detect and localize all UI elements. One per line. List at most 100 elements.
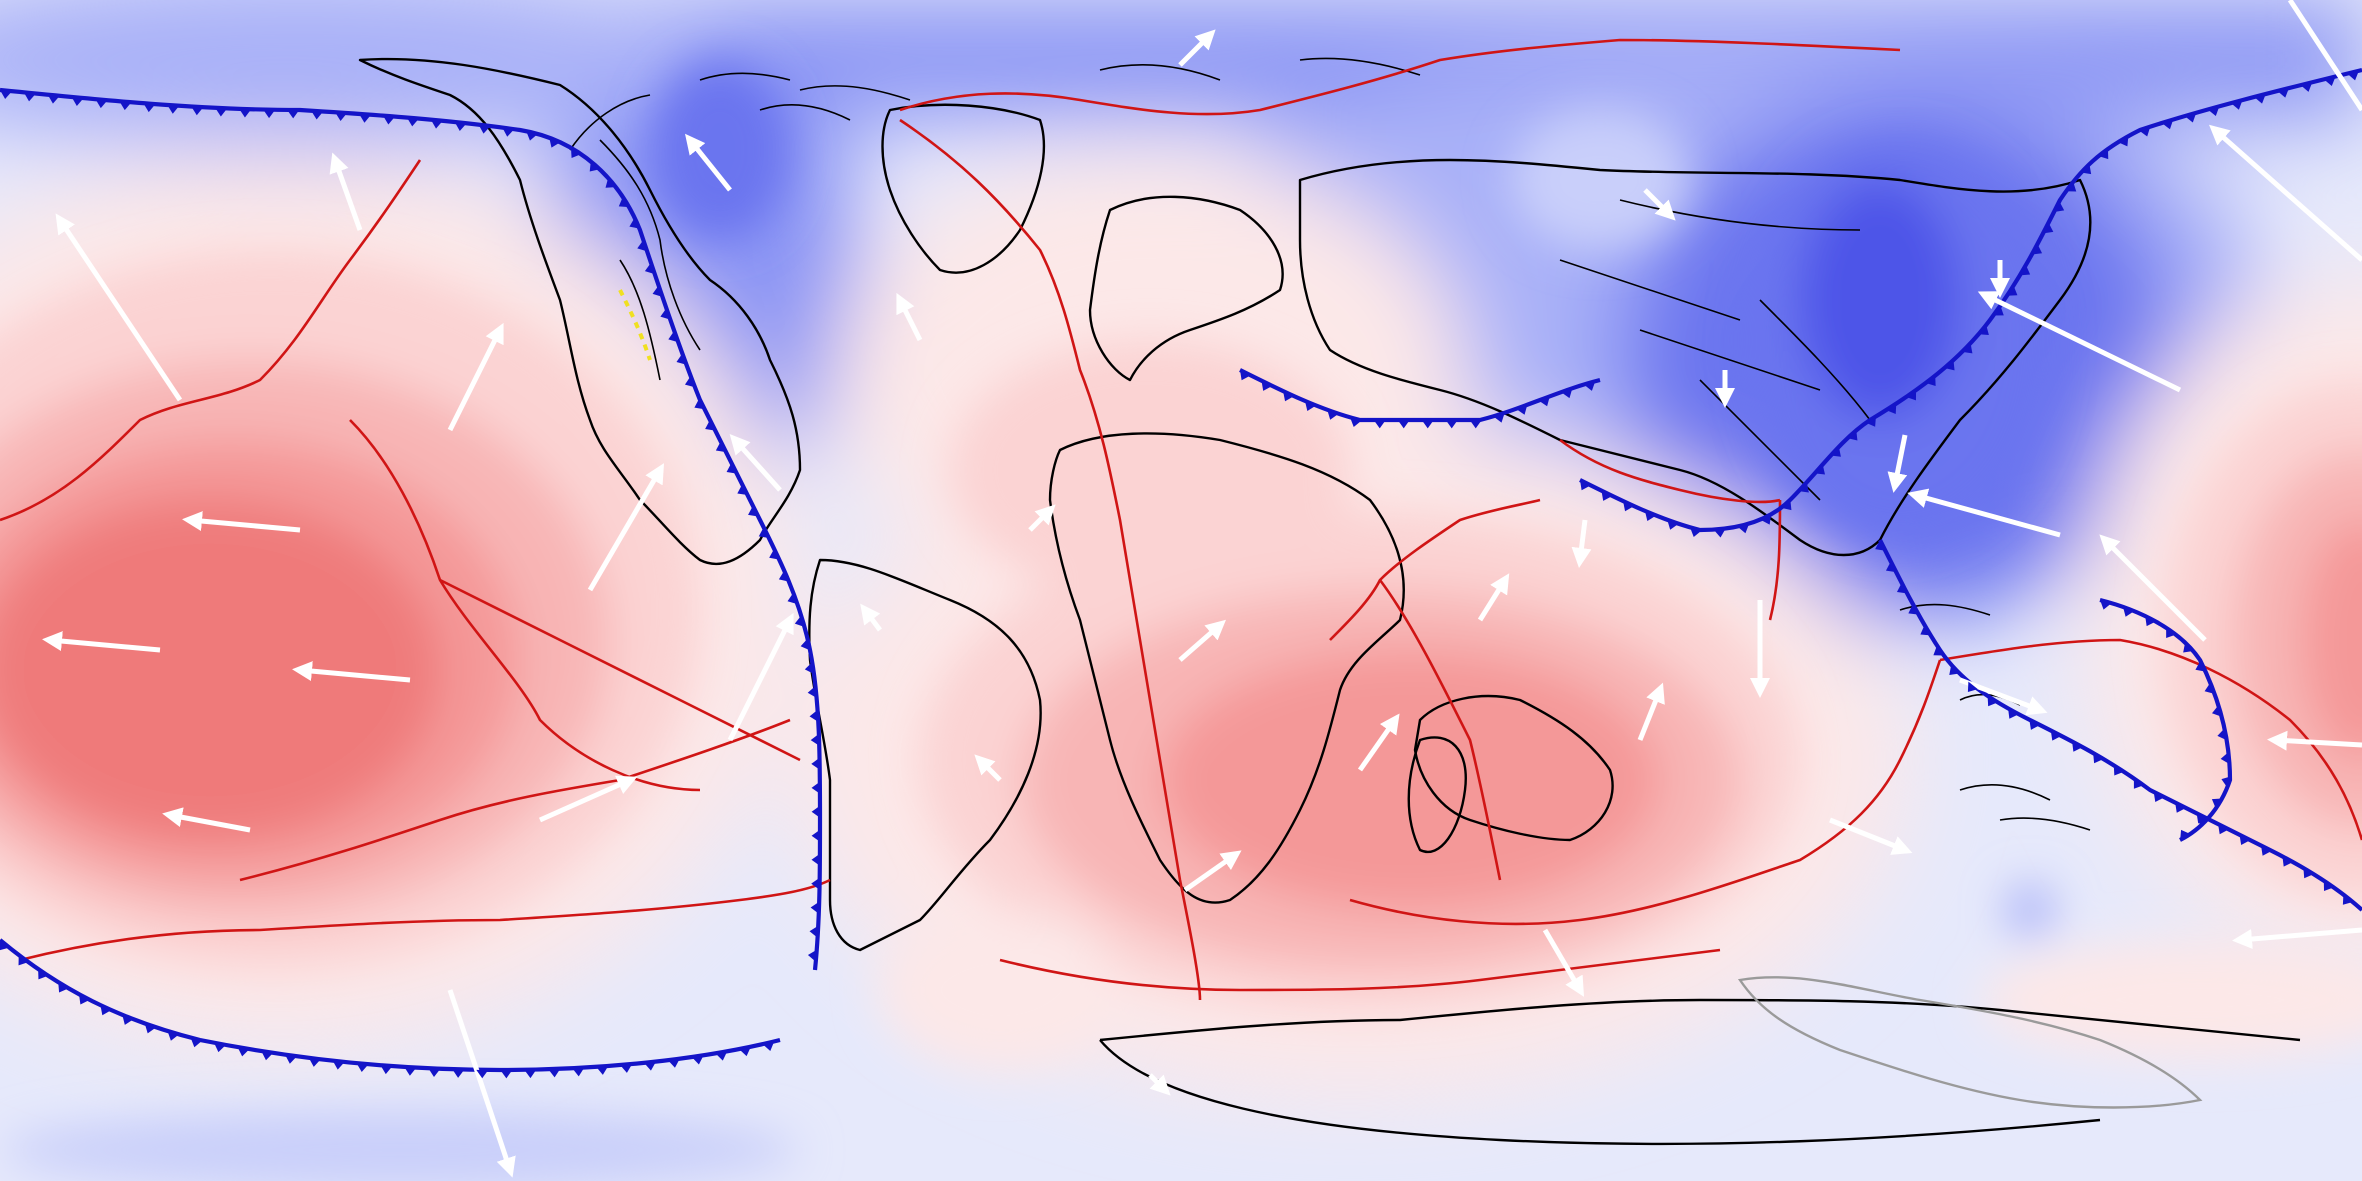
triangle-icon (572, 1067, 585, 1077)
triangle-icon (1830, 446, 1841, 457)
triangle-icon (2098, 148, 2109, 160)
triangle-icon (404, 1066, 417, 1076)
velocity-arrow (1178, 29, 1216, 67)
triangle-icon (807, 949, 817, 962)
velocity-arrow (860, 603, 882, 632)
triangle-icon (428, 1068, 441, 1077)
triangle-icon (1987, 695, 1998, 707)
subduction-zone-southeast-asia (1878, 539, 2362, 912)
triangle-icon (811, 757, 820, 770)
velocity-arrow (538, 775, 638, 823)
velocity-arrow (329, 152, 363, 231)
triangle-icon (1949, 664, 1960, 676)
plate-boundary-pacific-south (239, 718, 791, 882)
triangle-icon (1327, 409, 1339, 420)
plate-boundary-pacific-north (0, 159, 422, 522)
velocity-arrow (42, 631, 161, 653)
triangle-icon (1283, 391, 1295, 402)
triangle-icon (2007, 285, 2018, 296)
triangle-icon (359, 113, 372, 123)
triangle-icon (1908, 604, 1919, 615)
triangle-icon (1644, 510, 1657, 522)
triangle-icon (1304, 400, 1317, 412)
plate-boundary-african-east (1329, 498, 1541, 881)
triangle-icon (502, 127, 515, 137)
triangle-icon (2277, 88, 2290, 98)
triangle-icon (1667, 519, 1679, 530)
triangle-icon (758, 527, 769, 539)
triangle-icon (2153, 791, 2165, 803)
triangle-icon (811, 853, 820, 866)
triangle-icon (637, 240, 648, 252)
triangle-icon (2113, 765, 2124, 776)
triangle-icon (1814, 464, 1826, 475)
plate-boundary-indian (1559, 438, 1782, 621)
triangle-icon (23, 92, 36, 102)
triangle-icon (71, 97, 84, 106)
triangle-icon (2072, 741, 2083, 752)
triangle-icon (739, 1046, 751, 1057)
triangle-icon (809, 925, 819, 938)
triangle-icon (605, 177, 616, 188)
velocity-arrow (2099, 534, 2207, 642)
triangle-icon (524, 1069, 537, 1079)
triangle-icon (2220, 752, 2230, 765)
triangle-icon (1261, 380, 1273, 391)
triangle-icon (526, 131, 538, 141)
triangle-icon (589, 161, 600, 172)
triangle-icon (1445, 420, 1458, 429)
triangle-icon (2123, 606, 2135, 617)
triangle-icon (335, 112, 348, 122)
velocity-arrow (447, 322, 504, 432)
velocity-arrow (182, 511, 301, 533)
velocity-arrow (1637, 682, 1665, 741)
triangle-icon (684, 376, 695, 388)
triangle-icon (1978, 325, 1989, 335)
triangle-icon (694, 398, 705, 410)
coastline-africa (1048, 432, 1405, 904)
coastlines (358, 57, 2301, 1146)
triangle-icon (2300, 82, 2313, 92)
triangle-icon (2230, 100, 2243, 110)
coastline-north-america (358, 57, 802, 566)
triangle-icon (1623, 501, 1635, 512)
triangle-icon (332, 1060, 345, 1070)
triangle-icon (1690, 527, 1702, 538)
triangle-icon (1944, 360, 1955, 371)
triangle-icon (2218, 824, 2229, 835)
triangle-icon (356, 1063, 369, 1073)
triangle-icon (2239, 834, 2251, 845)
coastline-greenland (881, 103, 1046, 274)
plate-boundaries (0, 38, 2362, 1001)
triangle-icon (778, 570, 789, 582)
triangle-icon (2282, 856, 2293, 867)
triangle-icon (715, 1051, 728, 1061)
triangle-icon (1469, 420, 1482, 429)
triangle-icon (2080, 163, 2092, 175)
triangle-icon (1493, 412, 1505, 423)
triangle-icon (810, 901, 820, 914)
triangle-icon (652, 285, 663, 297)
coastline-antarctica (1099, 998, 2301, 1146)
velocity-arrow (1477, 573, 1510, 622)
velocity-arrow (729, 434, 782, 492)
triangle-icon (476, 1069, 489, 1079)
triangle-icon (239, 108, 252, 118)
triangle-icon (1896, 582, 1908, 594)
velocity-arrow (685, 133, 732, 192)
coastline-north-america-interior (569, 94, 701, 381)
triangle-icon (1885, 561, 1897, 573)
triangle-icon (2008, 708, 2019, 719)
triangle-icon (2261, 845, 2272, 856)
triangle-icon (804, 662, 815, 675)
velocity-arrow (1542, 928, 1585, 997)
velocity-arrow (2287, 0, 2362, 112)
triangle-icon (570, 147, 582, 159)
coastline-asia-interior (1559, 199, 1871, 501)
triangle-icon (454, 121, 467, 131)
velocity-arrow (896, 292, 923, 342)
triangle-icon (2198, 816, 2209, 827)
triangle-icon (383, 115, 395, 125)
triangle-icon (287, 109, 300, 119)
triangle-icon (1967, 681, 1978, 692)
